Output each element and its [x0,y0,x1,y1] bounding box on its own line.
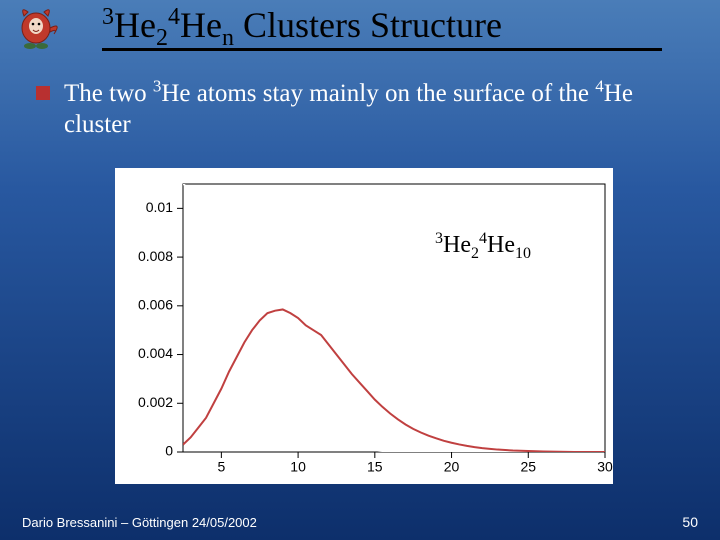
chart-svg: 0 0.002 0.004 0.006 0.008 0.01 5 10 15 20 25 30 [115,168,613,484]
svg-text:5: 5 [217,458,225,474]
svg-text:0.002: 0.002 [138,394,173,410]
title-sup-2: 4 [168,4,180,30]
svg-text:0.006: 0.006 [138,297,173,313]
chart-series-label: 3He24He10 [435,232,531,259]
slide-title: 3He24Hen Clusters Structure [102,0,662,48]
slide-number: 50 [682,514,698,530]
title-sub-1: 2 [156,25,168,51]
chart-container: 0 0.002 0.004 0.006 0.008 0.01 5 10 15 20 25 30 3He… [115,168,613,484]
bullet-text: The two 3He atoms stay mainly on the sur… [64,78,676,141]
svg-text:10: 10 [290,458,306,474]
footer-author: Dario Bressanini – Göttingen 24/05/2002 [22,515,257,530]
svg-text:0.01: 0.01 [146,199,173,215]
svg-text:15: 15 [367,458,383,474]
svg-text:0.004: 0.004 [138,345,173,361]
bullet-item: The two 3He atoms stay mainly on the sur… [36,78,676,141]
svg-text:20: 20 [444,458,460,474]
title-underline [102,48,662,51]
mascot-image [8,4,64,52]
svg-text:0: 0 [165,443,173,459]
svg-text:30: 30 [597,458,613,474]
svg-text:0.008: 0.008 [138,248,173,264]
title-container: 3He24Hen Clusters Structure [102,0,662,51]
title-sub-2: n [222,25,234,51]
svg-text:25: 25 [520,458,536,474]
bullet-marker [36,86,50,100]
title-sup-1: 3 [102,4,114,30]
